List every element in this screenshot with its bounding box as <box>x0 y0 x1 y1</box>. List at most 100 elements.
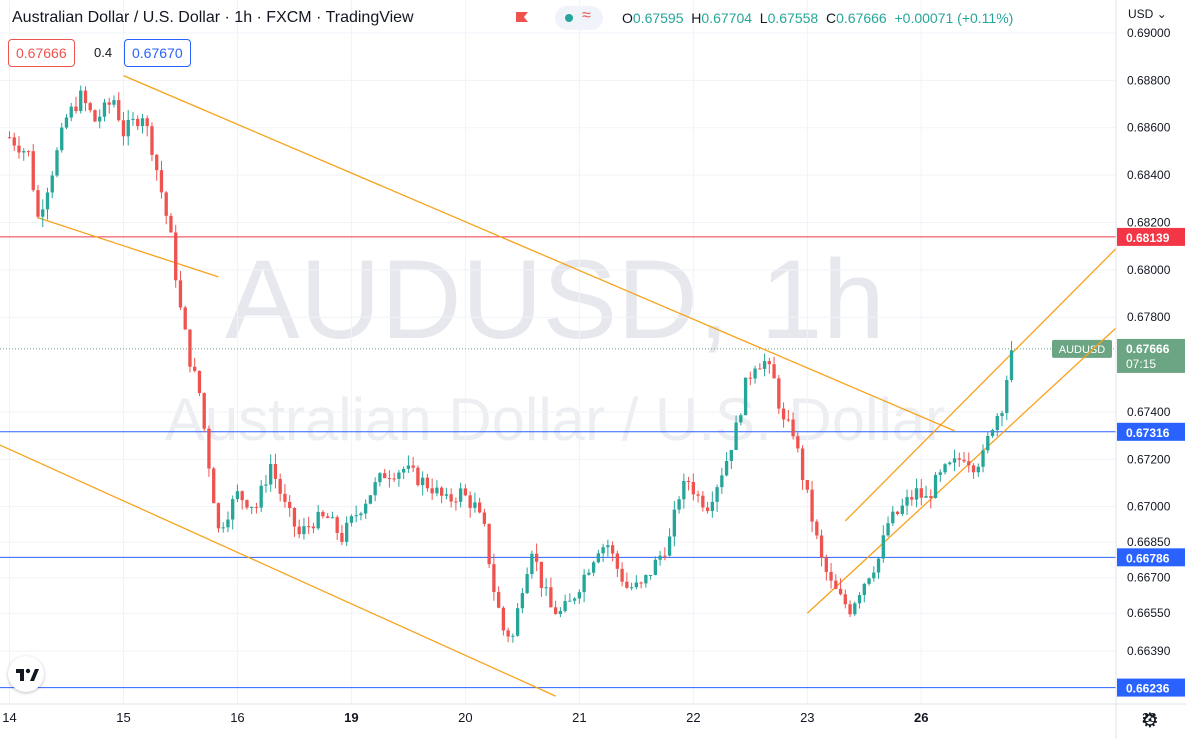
candle-body <box>468 495 472 508</box>
candle-body <box>734 422 738 450</box>
candle-body <box>235 491 240 500</box>
candle-body <box>819 535 824 558</box>
level-price-label: 0.67316 <box>1126 426 1170 440</box>
candle-body <box>686 480 691 483</box>
ohlc-readout: O0.67595 H0.67704 L0.67558 C0.67666 +0.0… <box>622 10 1014 26</box>
candle-body <box>948 462 952 465</box>
candle-body <box>226 519 230 528</box>
candle-body <box>444 494 449 496</box>
candle-body <box>606 545 610 548</box>
level-price-tag <box>1117 227 1185 246</box>
buy-button[interactable]: 0.67670 <box>124 39 191 67</box>
candle-body <box>848 604 852 615</box>
candle-body <box>971 465 976 473</box>
sell-button[interactable]: 0.67666 <box>8 39 75 67</box>
candle-body <box>392 478 396 480</box>
candle-body <box>900 505 904 515</box>
candle-body <box>563 601 567 612</box>
candle-body <box>492 564 496 593</box>
candle-body <box>449 494 453 502</box>
candle-body <box>359 513 363 516</box>
candle-body <box>79 90 83 112</box>
candle-body <box>207 428 211 469</box>
candle-body <box>311 526 316 529</box>
candle-body <box>772 364 776 379</box>
gear-icon[interactable]: ⚙ <box>1141 710 1159 732</box>
candle-body <box>373 482 377 496</box>
candle-body <box>302 526 306 535</box>
candle-body <box>710 501 715 512</box>
candle-body <box>364 503 368 514</box>
candle-body <box>663 555 667 557</box>
candle-body <box>178 280 183 308</box>
candle-body <box>330 517 335 519</box>
flag-icon[interactable] <box>514 11 530 25</box>
trendline[interactable] <box>0 444 556 697</box>
candle-body <box>216 503 221 529</box>
watermark-name: Australian Dollar / U.S. Dollar <box>165 386 945 453</box>
candle-body <box>919 488 923 498</box>
candle-body <box>577 592 582 599</box>
close-value: 0.67666 <box>836 10 887 26</box>
candle-body <box>639 582 643 584</box>
level-price-tag <box>1117 422 1185 441</box>
candle-body <box>36 190 40 217</box>
tradingview-logo[interactable] <box>8 656 44 692</box>
candle-body <box>568 600 572 602</box>
candle-body <box>933 474 938 498</box>
candles <box>7 85 1014 643</box>
candle-body <box>378 473 382 483</box>
candle-body <box>891 511 895 524</box>
candle-body <box>316 511 320 529</box>
candle-body <box>321 511 325 517</box>
candle-body <box>957 458 961 460</box>
candle-body <box>914 488 919 500</box>
candle-body <box>368 495 373 504</box>
candle-body <box>539 561 544 588</box>
market-status-pill[interactable]: ≈ <box>555 6 603 30</box>
candle-body <box>140 118 145 127</box>
candle-body <box>587 572 591 575</box>
candle-body <box>41 209 45 217</box>
current-price-label: 0.67666 <box>1126 342 1170 356</box>
current-price-tag <box>1117 338 1185 373</box>
candle-body <box>829 571 833 581</box>
currency-selector[interactable]: USD ⌄ <box>1128 7 1167 21</box>
market-open-icon <box>565 14 573 22</box>
candle-body <box>45 192 50 210</box>
candle-body <box>867 578 871 584</box>
candle-body <box>501 607 506 631</box>
symbol-tag <box>1052 339 1112 358</box>
trendline[interactable] <box>806 327 1117 614</box>
candle-body <box>715 487 719 502</box>
candle-body <box>995 415 999 430</box>
candle-body <box>98 116 102 122</box>
candle-body <box>193 366 197 371</box>
candle-body <box>511 635 515 637</box>
candle-body <box>644 575 648 584</box>
candle-body <box>131 118 135 120</box>
candle-body <box>753 368 757 379</box>
trendlines[interactable] <box>0 75 1117 697</box>
candle-body <box>12 137 16 146</box>
y-tick-label: 0.68800 <box>1127 73 1171 87</box>
candle-body <box>1000 413 1004 416</box>
candle-body <box>221 527 225 529</box>
candle-body <box>967 461 971 466</box>
grid <box>0 0 1116 704</box>
watermark: AUDUSD, 1h Australian Dollar / U.S. Dolla… <box>165 237 945 453</box>
x-tick-label: 19 <box>344 710 358 725</box>
candle-body <box>326 516 330 519</box>
candle-body <box>74 106 78 112</box>
trendline[interactable] <box>37 217 219 278</box>
y-tick-label: 0.67000 <box>1127 500 1171 514</box>
x-tick-label: 22 <box>686 710 700 725</box>
candle-body <box>349 516 354 523</box>
candle-body <box>297 526 301 535</box>
y-tick-label: 0.66850 <box>1127 535 1171 549</box>
trendline[interactable] <box>844 248 1117 522</box>
candle-body <box>743 377 748 416</box>
trendline[interactable] <box>123 75 955 432</box>
